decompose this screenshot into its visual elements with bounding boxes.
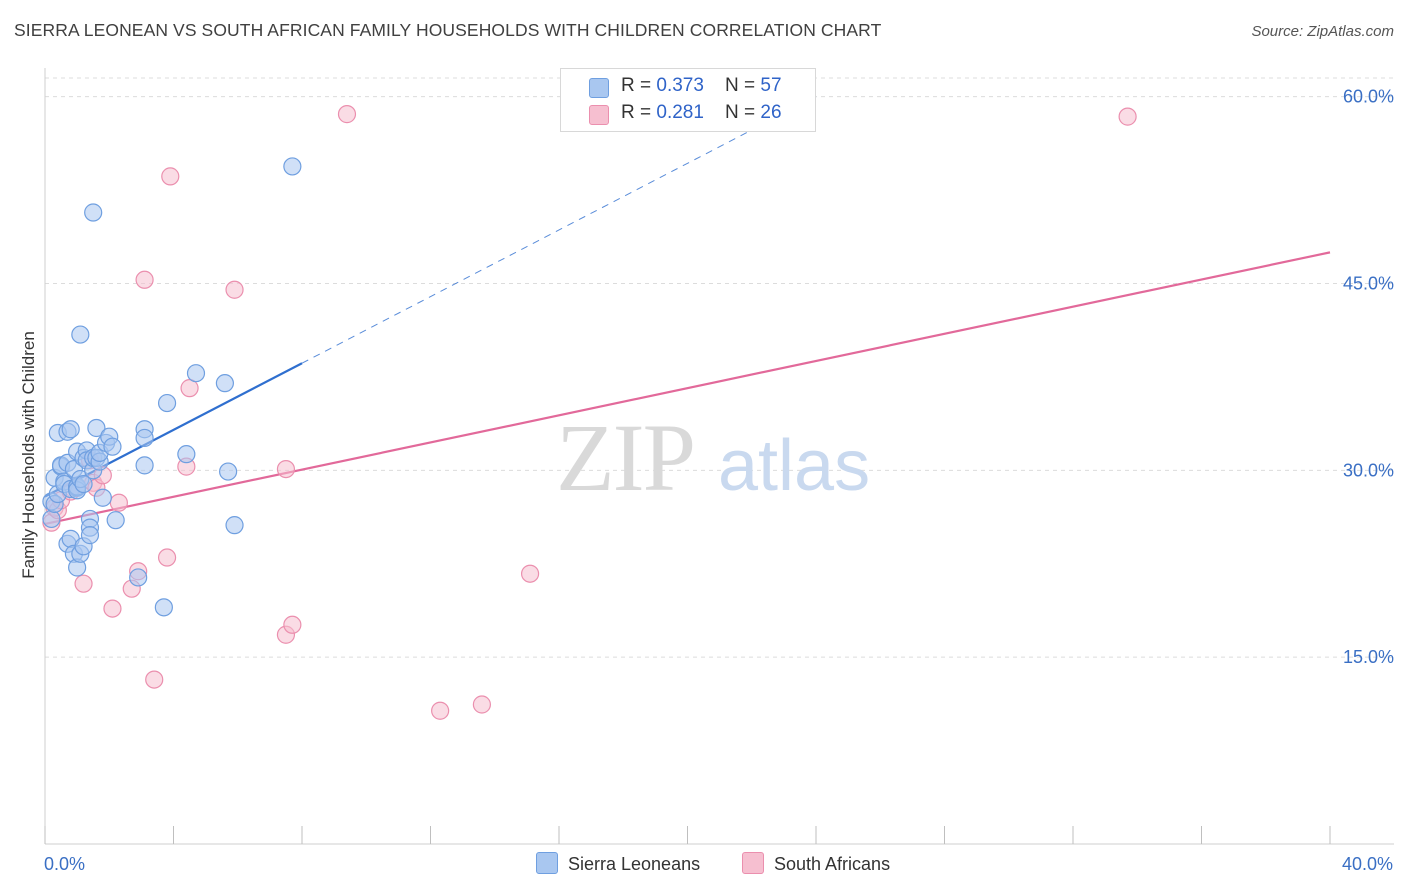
point-south-african [431, 701, 450, 720]
legend-r-value: 0.373 [656, 75, 704, 96]
point-sierra-leonean [215, 374, 234, 393]
point-sierra-leonean [74, 474, 93, 494]
trend-extension-sierra-leoneans [301, 96, 817, 364]
bottom-legend-swatch-pink [742, 852, 764, 874]
point-south-african [1118, 107, 1137, 126]
bottom-legend-swatch-blue [536, 852, 558, 874]
axes [44, 68, 1394, 845]
point-south-african [276, 459, 296, 479]
source-label: Source: ZipAtlas.com [1251, 23, 1394, 40]
x-tick-label: 0.0% [44, 854, 85, 874]
data-points [42, 105, 1137, 720]
point-sierra-leonean [219, 462, 238, 481]
gridlines [45, 77, 1394, 658]
trend-line-south-africans [44, 251, 1331, 525]
point-south-african [109, 493, 128, 512]
legend: R = 0.373 N = 57 R = 0.281 N = 26 [560, 68, 816, 132]
y-tick-label: 60.0% [1343, 87, 1394, 107]
y-axis-title: Family Households with Children [19, 331, 38, 579]
legend-swatch-blue [589, 78, 609, 98]
point-sierra-leonean [80, 526, 100, 545]
point-south-african [103, 599, 122, 618]
point-sierra-leonean [103, 437, 122, 456]
point-sierra-leonean [71, 325, 90, 344]
y-tick-label: 30.0% [1343, 460, 1394, 480]
point-sierra-leonean [283, 157, 302, 176]
point-sierra-leonean [225, 516, 244, 535]
bottom-legend-south-africans: South Africans [742, 852, 890, 875]
chart-title: SIERRA LEONEAN VS SOUTH AFRICAN FAMILY H… [14, 20, 882, 40]
legend-n-value: 57 [760, 75, 782, 96]
point-sierra-leonean [135, 428, 154, 448]
point-south-african [472, 695, 491, 714]
point-south-african [337, 105, 357, 124]
bottom-legend-label: Sierra Leoneans [568, 854, 701, 874]
y-tick-label: 15.0% [1343, 647, 1394, 667]
y-tick-label: 45.0% [1343, 274, 1394, 294]
point-sierra-leonean [42, 509, 61, 529]
legend-n-label: N = [725, 102, 761, 123]
point-south-african [520, 564, 540, 583]
point-sierra-leonean [157, 393, 177, 413]
legend-r-label: R = [621, 102, 657, 123]
point-south-african [225, 280, 244, 299]
legend-n-label: N = [725, 75, 761, 96]
legend-r-value: 0.281 [656, 102, 704, 123]
point-south-african [157, 548, 177, 567]
point-south-african [283, 615, 302, 634]
point-sierra-leonean [93, 488, 112, 507]
watermark-atlas: atlas [718, 426, 870, 506]
point-sierra-leonean [129, 568, 148, 587]
x-tick-label: 40.0% [1342, 854, 1393, 874]
point-south-african [145, 670, 164, 689]
point-south-african [161, 167, 180, 186]
point-sierra-leonean [135, 456, 154, 475]
legend-r-label: R = [621, 75, 657, 96]
point-sierra-leonean [186, 364, 206, 383]
watermark-zip: ZIP [556, 404, 694, 511]
legend-n-value: 26 [760, 102, 782, 123]
point-sierra-leonean [106, 511, 125, 530]
bottom-legend-label: South Africans [774, 854, 891, 874]
point-sierra-leonean [154, 598, 173, 617]
point-sierra-leonean [84, 203, 103, 222]
point-sierra-leonean [61, 420, 80, 439]
point-south-african [74, 574, 93, 593]
legend-swatch-pink [589, 105, 609, 125]
bottom-legend-sierra-leoneans: Sierra Leoneans [536, 852, 700, 875]
point-sierra-leonean [177, 445, 196, 464]
point-sierra-leonean [87, 418, 106, 438]
point-south-african [135, 270, 154, 289]
point-south-african [180, 379, 199, 398]
tick-labels: 15.0% 30.0% 45.0% 60.0% 0.0% 40.0% [44, 87, 1394, 874]
